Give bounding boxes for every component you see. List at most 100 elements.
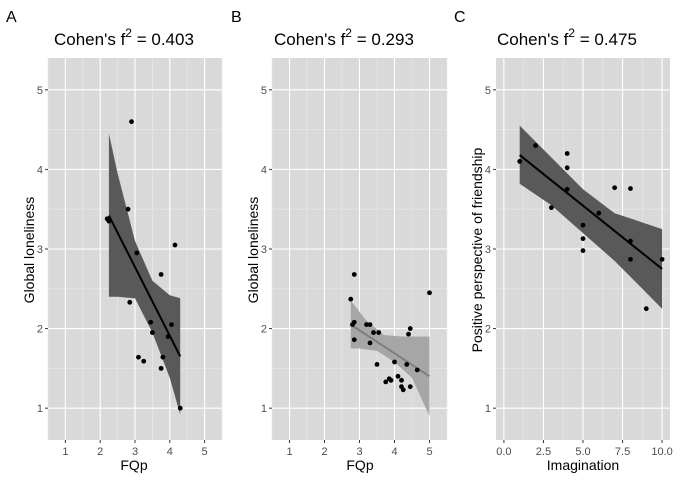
data-point <box>383 379 389 385</box>
confidence-band <box>350 300 430 417</box>
y-tick-label: 3 <box>261 244 267 256</box>
data-point <box>134 250 140 256</box>
y-tick-label: 5 <box>261 85 267 97</box>
data-point <box>106 218 112 224</box>
data-point <box>367 322 373 328</box>
regression-line <box>108 215 182 357</box>
regression-line <box>350 323 431 378</box>
x-tick-label: 2.5 <box>536 446 551 458</box>
x-tick-label: 4 <box>391 446 397 458</box>
panel-a: 1 2 3 4 5 1 2 3 4 5 A Cohen's f2 = 0.403 Global l… <box>6 9 223 473</box>
data-point <box>388 377 394 383</box>
data-point <box>364 322 369 328</box>
y-tick-label: 1 <box>37 403 43 415</box>
x-tick-label: 1 <box>62 446 68 458</box>
panel-tag-b: B <box>231 9 242 26</box>
y-tick-label: 1 <box>261 403 267 415</box>
data-point <box>371 330 376 335</box>
y-tick-label: 4 <box>485 164 491 176</box>
data-point <box>141 358 147 364</box>
data-point <box>148 319 154 325</box>
data-point <box>427 290 432 296</box>
data-point <box>165 334 171 339</box>
x-tick-label: 3 <box>356 446 362 458</box>
data-point <box>136 354 141 360</box>
data-point <box>172 242 178 248</box>
panel-b: 1 2 3 4 5 1 2 3 4 5 B Cohen's f2 = 0.293 Global l… <box>231 9 448 473</box>
data-point <box>392 359 397 365</box>
data-point <box>351 337 357 343</box>
plot-title-b: Cohen's f2 = 0.293 <box>274 26 414 49</box>
y-axis-title-b: Global loneliness <box>245 197 261 304</box>
data-point <box>406 331 411 337</box>
x-axis-title-b: FQp <box>346 457 373 473</box>
data-point <box>399 377 404 383</box>
x-tick-label: 5.0 <box>575 446 590 458</box>
data-point <box>400 387 406 393</box>
data-point <box>533 143 538 148</box>
y-tick-label: 1 <box>485 403 491 415</box>
data-point <box>580 248 586 253</box>
plot-area-a: 1 2 3 4 5 1 2 3 4 5 <box>37 58 223 458</box>
regression-line <box>519 154 663 270</box>
data-point <box>643 306 649 312</box>
data-point <box>177 405 183 411</box>
data-point <box>127 299 133 305</box>
data-point <box>351 272 357 277</box>
x-tick-label: 2 <box>321 446 327 458</box>
y-tick-label: 4 <box>261 164 267 176</box>
data-point <box>374 361 380 367</box>
data-point <box>659 256 665 262</box>
data-point <box>517 159 523 164</box>
data-point <box>367 340 373 346</box>
y-tick-label: 2 <box>37 324 43 336</box>
data-point <box>628 186 633 191</box>
data-point <box>125 206 131 212</box>
panel-c: 0.0 2.5 5.0 7.5 10.0 1 2 3 4 5 C Cohen's f2 = 0.4… <box>454 9 673 473</box>
y-tick-label: 5 <box>37 85 43 97</box>
data-point <box>564 165 570 171</box>
y-tick-label: 5 <box>485 85 491 97</box>
data-point <box>404 361 410 367</box>
data-point <box>612 185 618 191</box>
x-tick-label: 0.0 <box>496 446 511 458</box>
data-point <box>564 151 570 156</box>
data-point <box>348 296 354 302</box>
y-axis-title-c: Positive perspective of friendship <box>469 147 485 352</box>
data-point <box>150 330 155 335</box>
x-tick-label: 4 <box>167 446 173 458</box>
x-tick-label: 3 <box>132 446 138 458</box>
data-point <box>129 119 134 125</box>
data-point <box>158 365 164 371</box>
data-point <box>407 326 413 331</box>
y-tick-label: 3 <box>37 244 43 256</box>
confidence-band <box>519 125 663 309</box>
data-point <box>158 272 164 277</box>
data-point <box>350 322 355 328</box>
x-tick-label: 5 <box>202 446 208 458</box>
plot-area-b: 1 2 3 4 5 1 2 3 4 5 <box>261 58 448 458</box>
data-point <box>580 222 586 228</box>
plot-title-a: Cohen's f2 = 0.403 <box>54 26 194 49</box>
confidence-band <box>108 133 181 415</box>
data-point <box>596 210 602 216</box>
x-axis-title-c: Imagination <box>547 457 619 473</box>
x-tick-label: 1 <box>286 446 292 458</box>
y-tick-label: 2 <box>261 324 267 336</box>
plot-title-c: Cohen's f2 = 0.475 <box>497 26 637 49</box>
y-tick-label: 3 <box>485 244 491 256</box>
y-axis-title-a: Global loneliness <box>21 197 37 304</box>
x-tick-label: 7.5 <box>615 446 630 458</box>
data-point <box>160 354 166 360</box>
x-tick-label: 5 <box>426 446 432 458</box>
data-point <box>628 256 633 262</box>
data-point <box>414 367 420 373</box>
data-point <box>548 205 554 211</box>
data-point <box>395 373 401 379</box>
data-point <box>376 330 382 335</box>
data-point <box>580 236 586 242</box>
data-point <box>407 384 413 390</box>
data-point <box>169 322 174 328</box>
x-tick-label: 10.0 <box>651 446 672 458</box>
data-point <box>564 186 570 192</box>
